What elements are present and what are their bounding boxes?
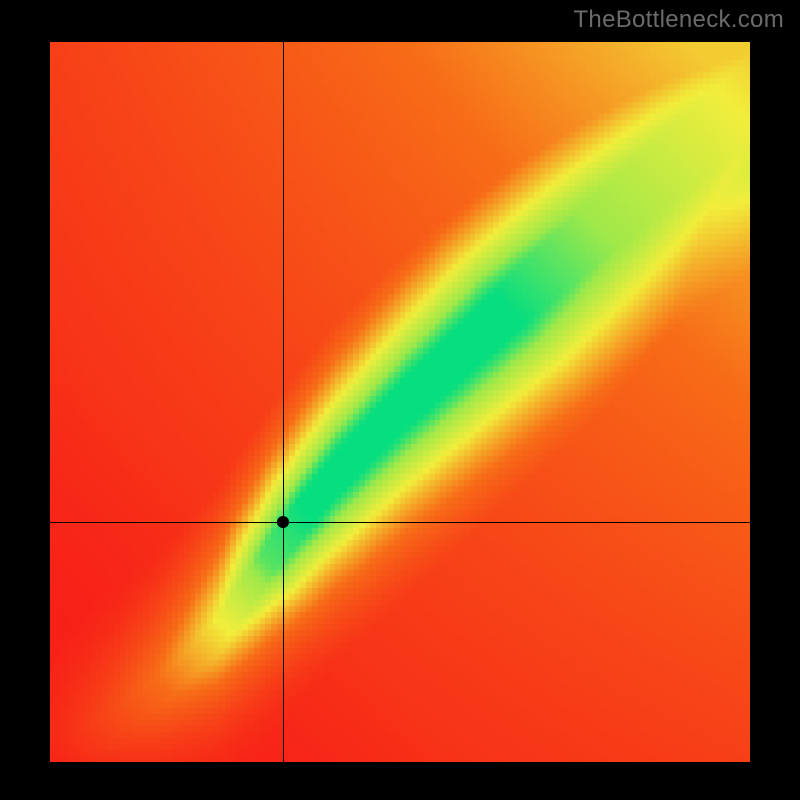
- crosshair-horizontal: [50, 522, 750, 523]
- heatmap-canvas: [50, 42, 750, 762]
- crosshair-vertical: [283, 42, 284, 762]
- watermark-text: TheBottleneck.com: [573, 6, 784, 34]
- bottleneck-heatmap: [50, 42, 750, 762]
- selection-marker[interactable]: [277, 516, 289, 528]
